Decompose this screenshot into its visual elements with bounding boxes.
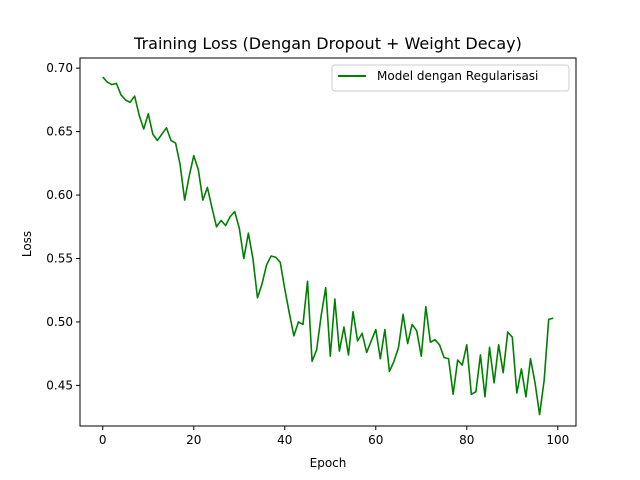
x-tick-label: 0 — [99, 433, 107, 447]
x-tick-label: 100 — [546, 433, 569, 447]
y-tick-label: 0.45 — [46, 378, 73, 392]
x-tick-label: 20 — [186, 433, 201, 447]
legend-box — [331, 64, 570, 92]
y-tick-label: 0.50 — [46, 315, 73, 329]
y-tick-label: 0.65 — [46, 125, 73, 139]
ticks-layer: 0 20 40 60 80 100 0.45 0.50 0.55 0.60 0.65 0.70 — [46, 61, 569, 447]
legend: Model dengan Regularisasi — [331, 64, 570, 92]
legend-label: Model dengan Regularisasi — [377, 69, 538, 83]
y-tick-label: 0.60 — [46, 188, 73, 202]
y-tick-label: 0.70 — [46, 61, 73, 75]
y-tick-label: 0.55 — [46, 251, 73, 265]
chart-title: Training Loss (Dengan Dropout + Weight D… — [133, 34, 522, 53]
plot-frame — [79, 57, 577, 427]
series-line — [102, 76, 554, 416]
x-axis-label: Epoch — [310, 456, 347, 470]
series-layer — [102, 76, 554, 416]
x-tick-label: 60 — [368, 433, 383, 447]
x-tick-label: 80 — [459, 433, 474, 447]
y-axis-label: Loss — [20, 231, 34, 257]
x-tick-label: 40 — [277, 433, 292, 447]
